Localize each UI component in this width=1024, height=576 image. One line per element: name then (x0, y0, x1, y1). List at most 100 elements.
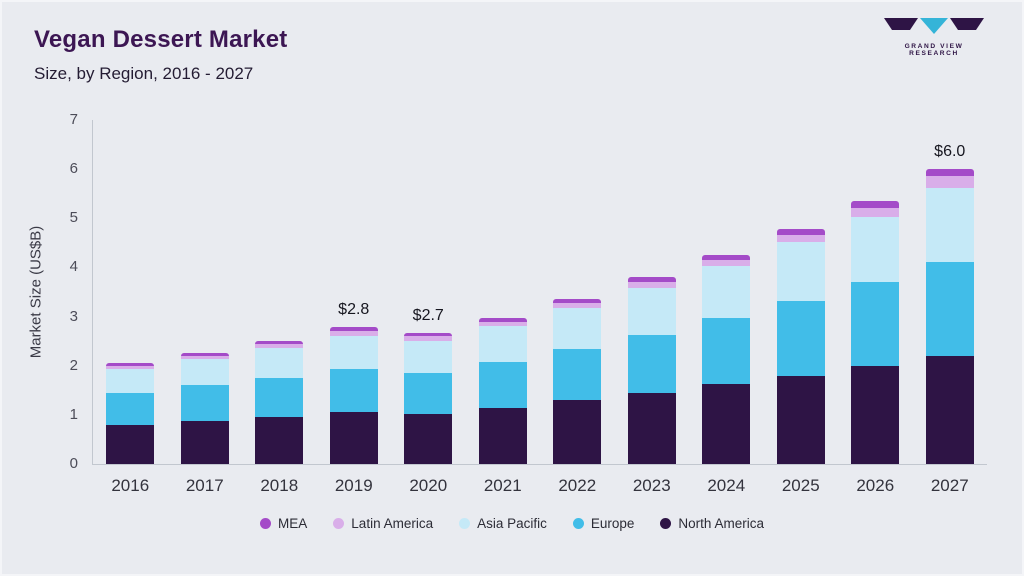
bar-segment-latin-america-2018 (255, 344, 304, 349)
bar-slot-2025: 2025 (764, 120, 839, 495)
bar-stack-2022 (553, 120, 602, 464)
bar-segment-europe-2025 (776, 300, 825, 376)
legend-label: Europe (590, 516, 635, 531)
bar-segment-latin-america-2024 (702, 259, 751, 267)
x-axis-label-2018: 2018 (260, 476, 299, 495)
bar-segment-latin-america-2026 (851, 207, 900, 218)
bar-segment-mea-2027 (925, 169, 974, 177)
bar-segment-north-america-2022 (553, 400, 602, 464)
bar-segment-latin-america-2016 (106, 365, 155, 370)
bar-segment-latin-america-2017 (180, 355, 229, 360)
bar-segment-europe-2021 (478, 361, 527, 408)
bar-slot-2020: $2.7 2020 (391, 120, 466, 495)
y-tick-label: 7 (69, 111, 78, 128)
bar-slot-2017: 2017 (168, 120, 243, 495)
legend-label: Asia Pacific (477, 516, 547, 531)
x-axis-label-2022: 2022 (558, 476, 597, 495)
x-axis-label-2016: 2016 (111, 476, 150, 495)
bar-stack-2019 (329, 120, 378, 464)
legend-dot-icon (572, 518, 584, 529)
bar-slot-2023: 2023 (615, 120, 690, 495)
y-axis-ticks: 7 6 5 4 3 2 1 0 (50, 110, 78, 474)
bar-stack-2025 (776, 120, 825, 464)
bar-segment-asia-pacific-2020 (404, 341, 453, 373)
legend-item-europe: Europe (572, 516, 635, 531)
bar-segment-latin-america-2023 (627, 281, 676, 289)
gvr-logo: GRAND VIEW RESEARCH (882, 18, 986, 57)
value-annotation-2020: $2.7 (412, 306, 444, 324)
bar-slot-2019: $2.8 2019 (317, 120, 392, 495)
bar-segment-asia-pacific-2018 (255, 348, 304, 378)
bar-segment-asia-pacific-2023 (627, 288, 676, 335)
page-title: Vegan Dessert Market (34, 26, 288, 53)
bar-segment-north-america-2016 (106, 424, 155, 464)
x-axis-label-2025: 2025 (781, 476, 820, 495)
bar-slot-2018: 2018 (242, 120, 317, 495)
bar-segment-mea-2016 (106, 363, 155, 366)
y-tick-label: 4 (69, 258, 78, 276)
plot-area: 2016 2017 2018 $2.8 2019 $2.7 2020 2021 2022 2023… (92, 120, 988, 495)
y-tick-label: 0 (69, 454, 78, 472)
bar-segment-latin-america-2020 (404, 336, 453, 342)
bar-segment-europe-2022 (553, 348, 602, 401)
x-axis-label-2019: 2019 (334, 476, 373, 495)
legend-item-latin-america: Latin America (333, 516, 433, 531)
bar-segment-mea-2023 (627, 277, 676, 282)
bar-stack-2024 (702, 120, 751, 464)
y-tick-label: 6 (69, 160, 78, 178)
bar-segment-mea-2022 (553, 298, 602, 303)
y-tick-label: 1 (69, 405, 78, 423)
bar-segment-mea-2020 (404, 332, 453, 337)
y-tick-label: 5 (69, 209, 78, 227)
legend: MEA Latin America Asia Pacific Europe North … (2, 516, 1022, 531)
legend-dot-icon (660, 518, 672, 529)
bar-segment-latin-america-2022 (553, 302, 602, 309)
y-tick-label: 2 (69, 356, 78, 374)
bar-segment-mea-2026 (851, 201, 900, 208)
bar-slot-2021: 2021 (466, 120, 541, 495)
y-axis-label: Market Size (US$B) (27, 225, 45, 359)
bar-stack-2017 (180, 120, 229, 464)
bar-segment-north-america-2017 (180, 420, 229, 464)
legend-label: Latin America (351, 516, 434, 531)
bar-segment-mea-2021 (478, 318, 527, 322)
bar-segment-asia-pacific-2021 (478, 326, 527, 362)
legend-dot-icon (333, 518, 345, 529)
x-axis-label-2021: 2021 (483, 476, 522, 495)
bar-segment-mea-2017 (180, 353, 229, 356)
bar-slot-2027: $6.0 2027 (913, 120, 988, 495)
bar-segment-latin-america-2025 (776, 234, 825, 242)
bar-segment-mea-2025 (776, 229, 825, 235)
gvr-logo-text: GRAND VIEW RESEARCH (904, 43, 964, 57)
bar-segment-europe-2016 (106, 392, 155, 425)
bar-segment-mea-2018 (255, 341, 304, 345)
x-axis-label-2026: 2026 (856, 476, 895, 495)
bar-segment-asia-pacific-2024 (702, 266, 751, 319)
x-axis-label-2027: 2027 (930, 476, 969, 495)
bar-stack-2027 (925, 120, 974, 464)
bar-segment-asia-pacific-2025 (776, 241, 825, 301)
bar-segment-north-america-2018 (255, 416, 304, 464)
bar-segment-north-america-2027 (925, 355, 974, 464)
bar-stack-2026 (851, 120, 900, 464)
bar-segment-europe-2023 (627, 334, 676, 393)
bar-segment-europe-2027 (925, 261, 974, 356)
legend-label: MEA (278, 516, 308, 531)
legend-dot-icon (459, 518, 471, 529)
legend-item-asia-pacific: Asia Pacific (459, 516, 547, 531)
bar-segment-north-america-2023 (627, 392, 676, 464)
bar-segment-europe-2024 (702, 318, 751, 385)
bar-segment-asia-pacific-2027 (925, 187, 974, 262)
bar-segment-europe-2019 (329, 369, 378, 413)
bar-segment-asia-pacific-2016 (106, 369, 155, 393)
bar-segment-asia-pacific-2019 (329, 336, 378, 370)
bar-segment-north-america-2021 (478, 407, 527, 464)
bar-segment-north-america-2026 (851, 365, 900, 464)
bar-segment-north-america-2019 (329, 412, 378, 464)
bar-segment-latin-america-2019 (329, 331, 378, 337)
value-annotation-2019: $2.8 (338, 301, 370, 319)
bar-stack-2021 (478, 120, 527, 464)
bar-segment-north-america-2020 (404, 413, 453, 464)
bar-slot-2022: 2022 (540, 120, 615, 495)
